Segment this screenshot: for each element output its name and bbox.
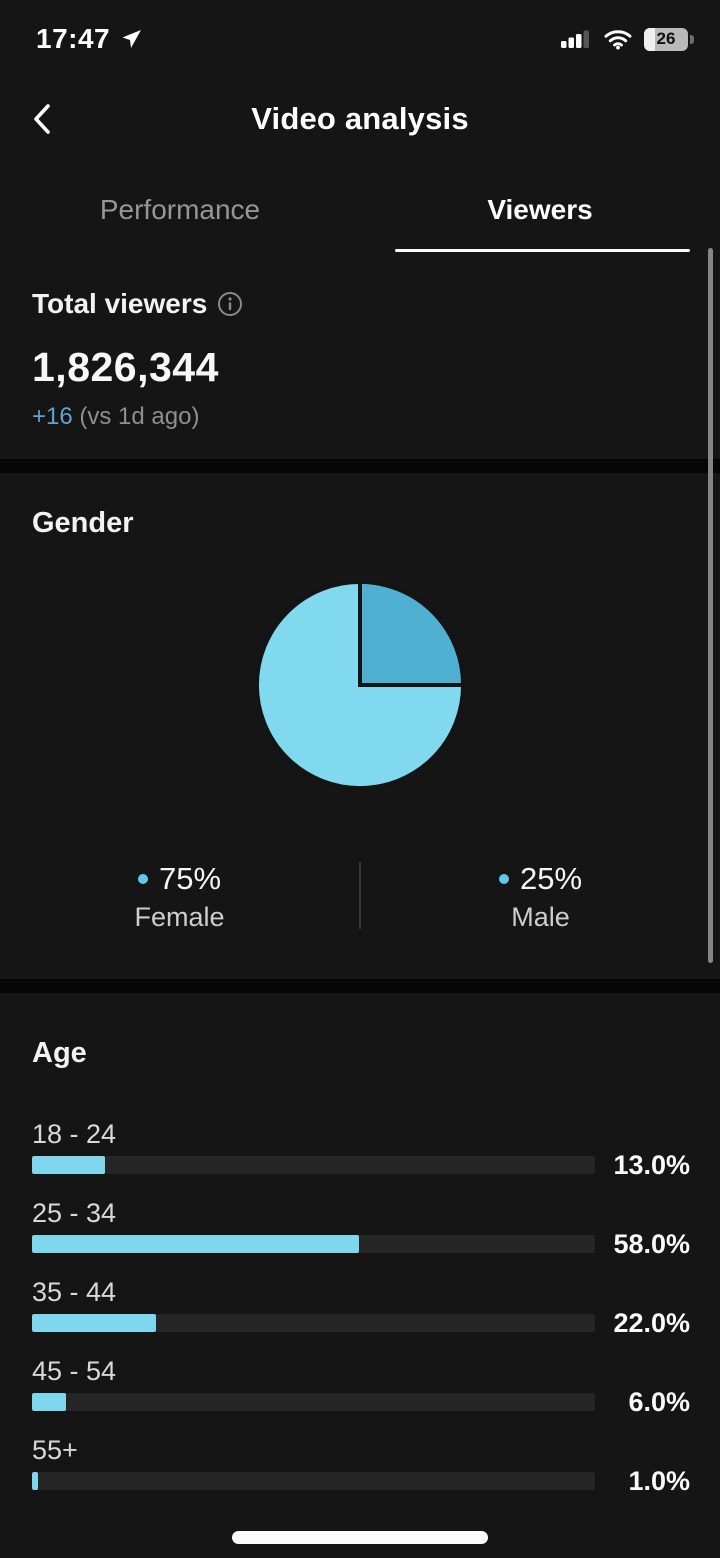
scrollbar[interactable] <box>708 248 713 963</box>
tab-viewers[interactable]: Viewers <box>360 166 720 254</box>
age-bar-fill <box>32 1393 66 1411</box>
female-label: Female <box>134 902 225 932</box>
page-title: Video analysis <box>251 101 469 136</box>
battery-charge-fill <box>644 27 656 51</box>
tab-bar: Performance Viewers <box>0 166 720 254</box>
location-arrow-icon <box>120 27 144 51</box>
age-row: 25 - 34 58.0% <box>32 1197 690 1259</box>
age-percent-value: 13.0% <box>613 1149 690 1180</box>
age-percent-value: 1.0% <box>628 1465 690 1496</box>
age-bucket-label: 18 - 24 <box>32 1119 117 1149</box>
age-percent-value: 58.0% <box>613 1228 690 1259</box>
age-bar-track <box>32 1235 595 1253</box>
age-bar-track <box>32 1393 595 1411</box>
active-tab-underline <box>395 249 690 252</box>
age-bucket-label: 45 - 54 <box>32 1356 117 1386</box>
battery-percent: 26 <box>656 29 676 48</box>
section-divider <box>0 459 720 473</box>
age-bucket-label: 25 - 34 <box>32 1198 117 1228</box>
header: Video analysis <box>0 72 720 166</box>
status-bar: 17:47 <box>0 0 720 72</box>
section-divider <box>0 979 720 993</box>
female-percent: 75% <box>158 861 222 896</box>
age-bar-track <box>32 1156 595 1174</box>
age-bar-track <box>32 1314 595 1332</box>
back-button[interactable] <box>30 97 74 141</box>
info-icon[interactable] <box>217 291 243 317</box>
battery-icon: 26 <box>644 27 694 51</box>
legend-female: 75% Female <box>0 858 359 933</box>
age-row: 35 - 44 22.0% <box>32 1276 690 1338</box>
tab-performance[interactable]: Performance <box>0 166 360 254</box>
total-viewers-value: 1,826,344 <box>32 344 219 390</box>
change-suffix: (vs 1d ago) <box>79 403 200 430</box>
female-dot-icon <box>137 874 148 884</box>
total-viewers-label: Total viewers <box>32 288 208 319</box>
gender-pie-svg <box>255 579 466 790</box>
home-indicator[interactable] <box>232 1531 488 1544</box>
age-bar-fill <box>32 1156 106 1174</box>
total-viewers-change: +16 (vs 1d ago) <box>32 403 688 431</box>
gender-legend: 75% Female 25% Male <box>0 858 720 979</box>
male-dot-icon <box>498 874 509 884</box>
legend-divider <box>359 862 361 929</box>
age-row: 18 - 24 13.0% <box>32 1118 690 1180</box>
age-bar-fill <box>32 1314 156 1332</box>
age-percent-value: 22.0% <box>613 1307 690 1338</box>
age-row: 55+ 1.0% <box>32 1434 690 1496</box>
chevron-left-icon <box>30 102 54 136</box>
male-percent: 25% <box>519 861 583 896</box>
age-bar-fill <box>32 1472 38 1490</box>
wifi-icon <box>604 29 632 50</box>
age-row: 45 - 54 6.0% <box>32 1355 690 1417</box>
total-viewers-section: Total viewers 1,826,344 +16 (vs 1d ago) <box>0 254 720 459</box>
status-time: 17:47 <box>36 23 111 54</box>
legend-male: 25% Male <box>361 858 720 933</box>
gender-heading: Gender <box>32 507 134 539</box>
battery-nub <box>690 34 694 44</box>
age-bar-fill <box>32 1235 359 1253</box>
male-label: Male <box>511 902 570 932</box>
age-bucket-label: 35 - 44 <box>32 1277 117 1307</box>
age-section: Age 18 - 24 13.0% 25 - 34 58.0% 35 - 44 <box>0 993 720 1496</box>
gender-section: Gender 75% Female 25% Male <box>0 473 720 979</box>
age-percent-value: 6.0% <box>628 1386 690 1417</box>
age-bucket-label: 55+ <box>32 1435 78 1465</box>
age-heading: Age <box>32 1037 87 1069</box>
age-bar-track <box>32 1472 595 1490</box>
cellular-signal-icon <box>560 29 592 49</box>
change-delta: +16 <box>32 403 73 430</box>
